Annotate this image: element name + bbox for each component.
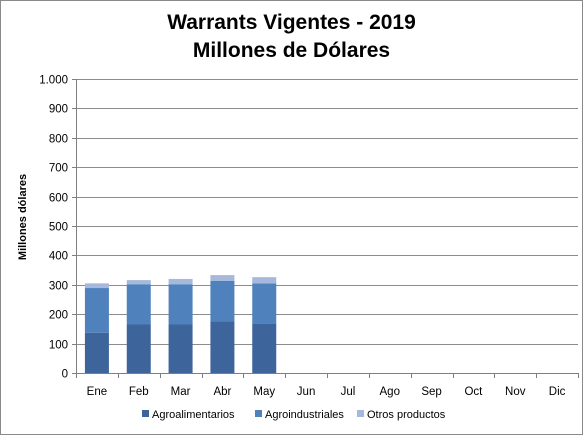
legend-label: Agroindustriales [265,409,344,421]
y-tick-label: 100 [49,340,68,352]
y-tick-label: 400 [49,251,68,263]
x-tick-label: Abr [213,386,231,398]
y-tick-label: 900 [49,104,68,116]
x-tick-label: Jun [297,386,316,398]
legend-swatch [142,410,149,417]
legend-swatch [255,410,262,417]
legend-item: Otros productos [357,409,446,421]
bar-segment [252,283,277,324]
x-tick-label: Sep [421,386,441,398]
x-tick-label: Ene [87,386,107,398]
y-tick-labels: 0 100 200 300 400 500 600 700 800 900 1.000 [39,75,68,381]
bar-segment [126,324,151,373]
y-tick-label: 0 [62,369,68,381]
legend-item: Agroindustriales [255,409,344,421]
bars [84,275,277,373]
bar-segment [210,280,235,322]
x-tick-label: Mar [171,386,191,398]
bar-segment [84,283,109,289]
chart-title-line-1: Warrants Vigentes - 2019 [167,11,416,34]
x-tick-label: Ago [380,386,400,398]
bar-segment [168,324,193,373]
bar-segment [84,288,109,333]
bar-segment [126,284,151,325]
y-tick-label: 200 [49,310,68,322]
x-tick-label: Oct [464,386,483,398]
y-tick-label: 700 [49,163,68,175]
y-tick-label: 500 [49,222,68,234]
bar-segment [210,275,235,281]
chart-title-line-2: Millones de Dólares [192,39,391,62]
x-tick-label: Dic [549,386,566,398]
bar-segment [126,280,151,285]
y-tick-label: 600 [49,193,68,205]
bar-segment [252,277,277,284]
bar-segment [168,284,193,325]
bar-segment [210,321,235,373]
legend-swatch [357,410,364,417]
x-tick-label: Nov [505,386,526,398]
y-tick-label: 800 [49,134,68,146]
chart-title: Warrants Vigentes - 2019 Millones de Dól… [1,9,582,65]
bar-segment [168,278,193,285]
x-tick-label: May [253,386,275,398]
y-tick-label: 300 [49,281,68,293]
legend: Agroalimentarios Agroindustriales Otros pr… [142,409,446,421]
y-tick-label: 1.000 [39,75,68,87]
x-tick-labels: Ene Feb Mar Abr May Jun Jul Ago Sep Oct Nov Dic [87,386,566,398]
y-axis-label: Millones dólares [17,174,29,260]
legend-label: Agroalimentarios [152,409,235,421]
x-tick-label: Feb [129,386,149,398]
x-tick-label: Jul [341,386,356,398]
bar-segment [252,323,277,373]
gridlines [76,79,578,345]
bar-segment [84,332,109,373]
legend-label: Otros productos [367,409,446,421]
axes [72,79,579,378]
legend-item: Agroalimentarios [142,409,235,421]
